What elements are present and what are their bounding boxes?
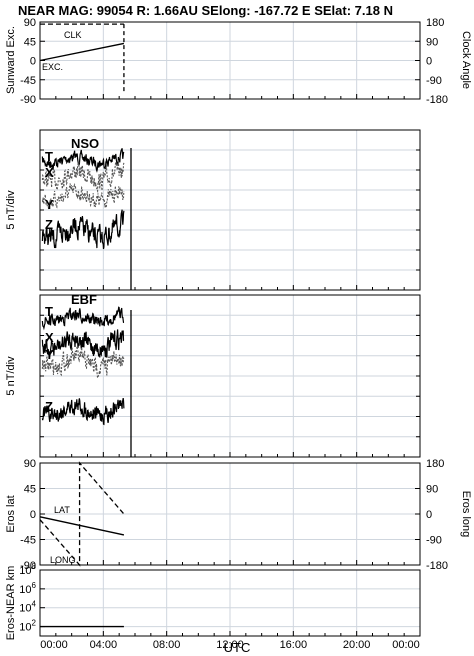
- x-tick-label: 12:00: [216, 639, 244, 651]
- panel-nso: NSO T X Y Z 5 nT/div: [5, 129, 421, 291]
- panel-eros-position: 90 45 0 -45 -90 180 90 0 -90 -180 LAT LONG Eros l…: [5, 458, 472, 572]
- y-tick-label: 106: [19, 581, 36, 596]
- series-line-long: [39, 461, 125, 567]
- y-tick-label-right: -180: [426, 560, 448, 572]
- y-tick-label-right: 0: [426, 509, 432, 521]
- legend-lat: LAT: [54, 505, 70, 515]
- y-tick-label: 108: [19, 562, 36, 577]
- trace-label-x: X: [45, 165, 54, 180]
- y-tick-label-right: -90: [426, 535, 442, 547]
- y-tick-label: 0: [30, 56, 36, 68]
- ylabel-right: Eros long: [460, 491, 472, 537]
- trace-label-t: T: [45, 304, 53, 319]
- legend-long: LONG: [50, 555, 76, 565]
- panel-sunward-exc: 90 45 0 -45 -90 180 90 0 -90 -180 CLK EXC. Sunwar…: [5, 17, 472, 106]
- series-line-exc: [39, 42, 125, 62]
- legend-exc: EXC.: [42, 62, 63, 72]
- x-axis: 00:00 04:00 08:00 12:00 16:00 20:00 00:00: [40, 639, 420, 651]
- trace-label-y: Y: [45, 197, 54, 212]
- y-tick-label-right: 90: [426, 36, 438, 48]
- ylabel-left: Eros-NEAR km: [5, 566, 17, 641]
- y-tick-label: 90: [24, 458, 36, 470]
- x-tick-label: 00:00: [392, 639, 420, 651]
- x-tick-label: 08:00: [153, 639, 181, 651]
- trace-label-x: X: [45, 330, 54, 345]
- y-tick-label: 104: [19, 600, 36, 615]
- y-tick-label-right: 180: [426, 17, 444, 29]
- panel-label-nso: NSO: [71, 136, 99, 151]
- ylabel-left: Sunward Exc.: [5, 26, 17, 94]
- ylabel-left: 5 nT/div: [5, 356, 17, 396]
- y-tick-label: 0: [30, 509, 36, 521]
- x-tick-label: 04:00: [90, 639, 118, 651]
- trace-line-z: [41, 398, 125, 426]
- panel-ebf: EBF T X Y Z 5 nT/div: [5, 292, 421, 458]
- y-tick-label: -90: [20, 560, 36, 572]
- panel-eros-near-range: 108 106 104 102 Eros-NEAR km: [5, 562, 421, 641]
- y-tick-label: -45: [20, 535, 36, 547]
- x-tick-label: 00:00: [40, 639, 68, 651]
- y-tick-label-right: 180: [426, 458, 444, 470]
- y-tick-label-right: -90: [426, 75, 442, 87]
- y-tick-label: -45: [20, 75, 36, 87]
- ylabel-left: Eros lat: [5, 495, 17, 532]
- x-tick-label: 16:00: [280, 639, 308, 651]
- legend-clk: CLK: [64, 30, 82, 40]
- ylabel-left: 5 nT/div: [5, 190, 17, 230]
- trace-line-x: [41, 159, 125, 194]
- y-tick-label: 45: [24, 36, 36, 48]
- trace-line-z: [41, 209, 125, 250]
- x-tick-label: 20:00: [343, 639, 371, 651]
- y-tick-label-right: 0: [426, 56, 432, 68]
- trace-label-y: Y: [45, 347, 54, 362]
- y-tick-label: -90: [20, 94, 36, 106]
- ylabel-right: Clock Angle: [460, 31, 472, 89]
- trace-label-t: T: [45, 149, 53, 164]
- trace-line-t: [41, 306, 125, 331]
- trace-label-z: Z: [45, 399, 53, 414]
- y-tick-label: 90: [24, 17, 36, 29]
- panel-label-ebf: EBF: [71, 292, 97, 307]
- y-tick-label: 102: [19, 619, 36, 634]
- series-line-lat: [39, 516, 125, 536]
- trace-line-y: [41, 346, 125, 379]
- trace-line-t: [41, 148, 125, 173]
- trace-line-y: [41, 182, 125, 210]
- trace-label-z: Z: [45, 217, 53, 232]
- y-tick-label-right: -180: [426, 94, 448, 106]
- y-tick-label-right: 90: [426, 484, 438, 496]
- chart-title: NEAR MAG: 99054 R: 1.66AU SElong: -167.7…: [18, 3, 393, 18]
- x-axis-label: UTC: [224, 640, 251, 655]
- trace-line-x: [41, 329, 125, 358]
- y-tick-label: 45: [24, 484, 36, 496]
